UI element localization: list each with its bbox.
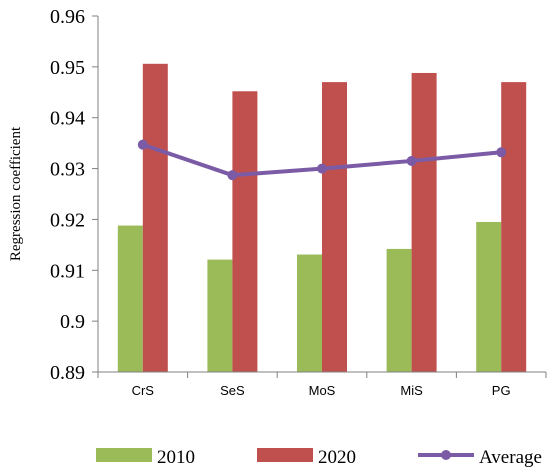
- average-line-group: [137, 139, 507, 181]
- y-ticks-group: 0.89 0.9 0.91 0.92 0.93 0.94 0.95 0.96: [50, 6, 98, 384]
- x-tick-label: MiS: [400, 383, 423, 398]
- point-average-CrS: [137, 139, 148, 150]
- legend: 2010 2020 Average: [96, 447, 542, 468]
- y-tick-label: 0.93: [50, 159, 85, 181]
- point-average-MoS: [317, 163, 327, 174]
- point-average-MiS: [406, 155, 417, 166]
- x-tick-label: MoS: [309, 383, 336, 398]
- y-tick-label: 0.9: [60, 311, 85, 333]
- x-tick-label: CrS: [132, 383, 155, 398]
- bar-2020-PG: [501, 82, 527, 372]
- bars-group: [117, 63, 527, 373]
- point-average-SeS: [227, 170, 238, 181]
- legend-label: 2010: [157, 447, 195, 468]
- y-tick-label: 0.89: [50, 362, 85, 384]
- y-axis-label: Regression coefficient: [8, 126, 24, 261]
- bar-2020-MoS: [322, 82, 347, 372]
- y-tick-label: 0.96: [50, 6, 85, 28]
- y-tick-label: 0.94: [50, 108, 85, 130]
- y-tick-label: 0.91: [50, 260, 85, 282]
- point-average-PG: [496, 147, 507, 158]
- y-tick-label: 0.92: [50, 209, 85, 231]
- bar-2020-SeS: [232, 91, 258, 373]
- legend-label: Average: [479, 447, 542, 468]
- bar-2010-SeS: [207, 259, 233, 372]
- x-ticks-group: CrS SeS MoS MiS PG: [97, 372, 547, 398]
- x-tick-label: SeS: [220, 383, 245, 398]
- y-tick-label: 0.95: [50, 57, 85, 79]
- legend-marker-average: [441, 450, 451, 460]
- bar-2020-CrS: [142, 63, 168, 372]
- legend-label: 2020: [318, 447, 356, 468]
- legend-swatch-2010: [96, 448, 152, 462]
- bar-2010-PG: [476, 221, 502, 372]
- x-tick-label: PG: [492, 383, 511, 398]
- bar-2010-MoS: [297, 254, 322, 372]
- axes-group: [97, 16, 546, 373]
- bar-2020-MiS: [411, 72, 437, 373]
- bar-2010-MiS: [386, 248, 412, 372]
- legend-swatch-2020: [257, 448, 313, 462]
- bar-2010-CrS: [117, 225, 143, 372]
